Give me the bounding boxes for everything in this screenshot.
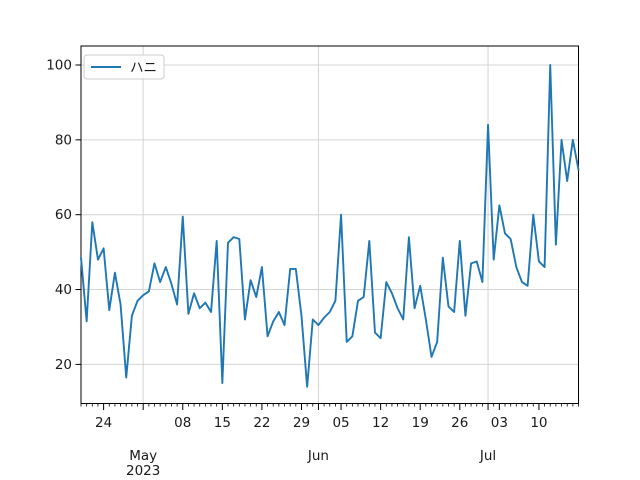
x-tick-label: 05 xyxy=(332,415,349,431)
x-tick-label: 26 xyxy=(451,415,468,431)
x-tick-label: 03 xyxy=(491,415,508,431)
x-month-label: Jun xyxy=(307,448,329,464)
x-month-label: Jul xyxy=(479,448,496,464)
y-tick-label: 80 xyxy=(55,132,72,148)
x-tick-label: 24 xyxy=(95,415,112,431)
x-tick-label: 08 xyxy=(174,415,191,431)
y-tick-label: 40 xyxy=(55,282,72,298)
x-tick-label: 22 xyxy=(253,415,270,431)
x-tick-label: 10 xyxy=(530,415,547,431)
legend-box xyxy=(83,54,165,80)
series-line xyxy=(80,64,580,388)
x-tick-label: 29 xyxy=(293,415,310,431)
series-group xyxy=(80,64,580,388)
legend-label: ハニ xyxy=(130,60,157,76)
y-tick-label: 100 xyxy=(46,58,72,74)
x-tick-label: 12 xyxy=(372,415,389,431)
axis-labels: 20 40 60 80 100 24 08 15 22 29 05 12 19 26 03 10 May2023… xyxy=(46,58,547,480)
axes xyxy=(75,45,579,410)
x-year-label: 2023 xyxy=(126,463,160,479)
x-month-label: May xyxy=(129,448,157,464)
legend: ハニ xyxy=(83,54,165,80)
x-tick-label: 15 xyxy=(214,415,231,431)
x-tick-label: 19 xyxy=(412,415,429,431)
y-tick-label: 20 xyxy=(55,357,72,373)
y-tick-label: 60 xyxy=(55,207,72,223)
